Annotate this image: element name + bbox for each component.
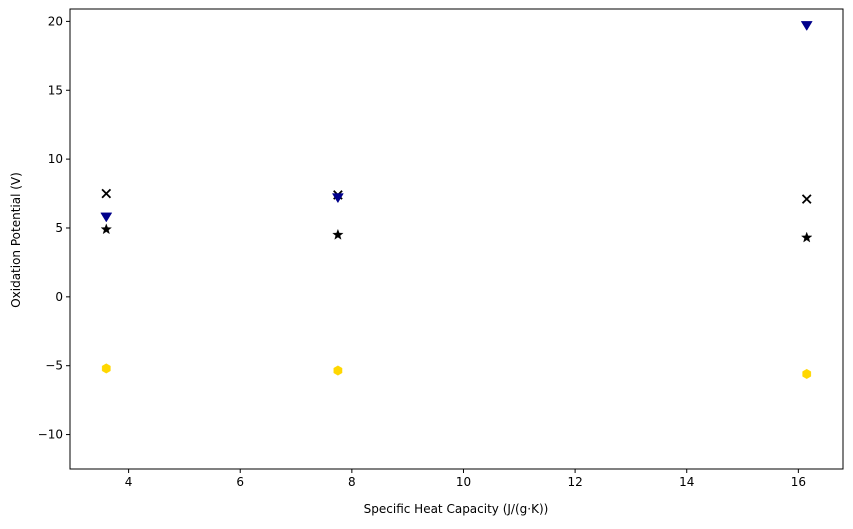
x-tick-label: 4 [125, 475, 133, 489]
data-point-triangle [100, 212, 113, 223]
data-point-star [332, 228, 344, 240]
y-tick-label: 20 [48, 14, 63, 28]
data-point-x [101, 188, 112, 199]
x-tick-label: 16 [791, 475, 806, 489]
x-tick-label: 6 [236, 475, 244, 489]
data-point-triangle [800, 21, 813, 31]
data-point-hexagon [101, 363, 111, 374]
data-point-x [801, 194, 812, 204]
data-point-star [100, 223, 112, 235]
x-tick-label: 12 [567, 475, 582, 489]
x-tick-label: 8 [348, 475, 356, 489]
data-point-hexagon [802, 368, 812, 380]
y-tick-label: −10 [38, 428, 63, 442]
x-tick-label: 10 [456, 475, 471, 489]
y-tick-label: 0 [55, 290, 63, 304]
data-point-triangle [331, 193, 344, 204]
y-tick-label: 10 [48, 152, 63, 166]
y-tick-label: 5 [55, 221, 63, 235]
y-axis-label: Oxidation Potential (V) [9, 172, 23, 308]
axes-layer: 4 6 8 10 12 14 16 −10 −5 0 5 10 15 20 [38, 8, 844, 489]
plot-frame [69, 8, 844, 470]
data-point-hexagon [333, 365, 343, 376]
plot-layer [100, 21, 813, 380]
x-tick-label: 14 [679, 475, 694, 489]
y-tick-label: 15 [48, 83, 63, 97]
y-tick-label: −5 [45, 359, 63, 373]
data-point-star [801, 231, 813, 243]
x-axis-label: Specific Heat Capacity (J/(g·K)) [364, 502, 549, 516]
